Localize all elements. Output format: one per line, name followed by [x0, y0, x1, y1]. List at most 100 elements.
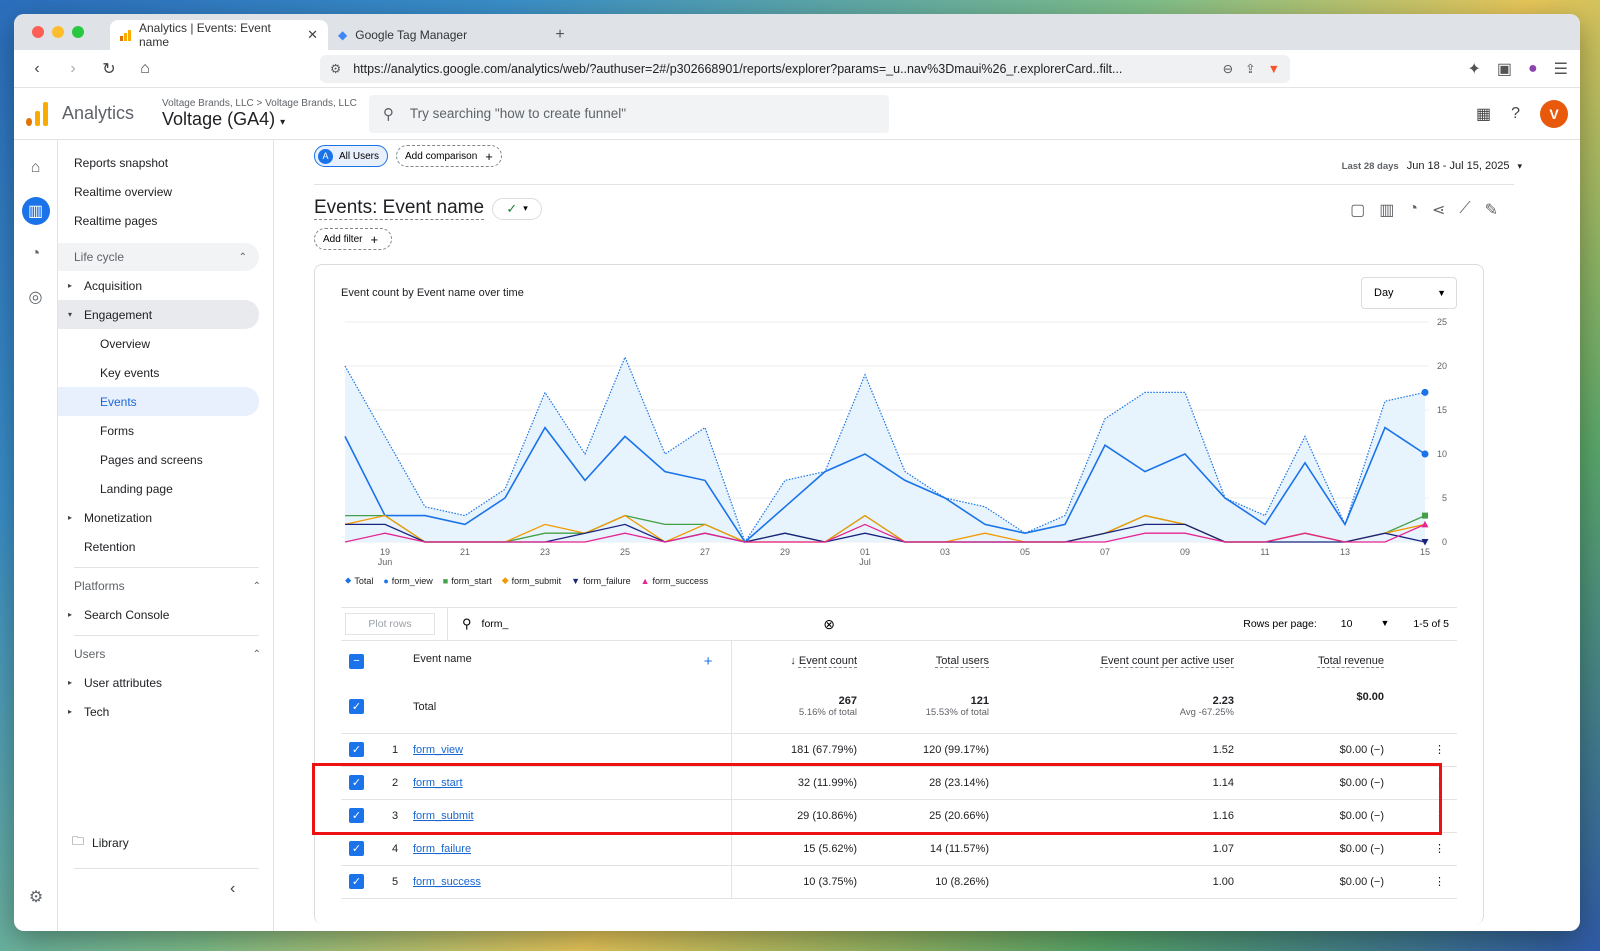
legend-total[interactable]: ⬥ Total: [345, 575, 374, 586]
legend-form-start[interactable]: ■ form_start: [442, 575, 492, 586]
property-selector[interactable]: Voltage Brands, LLC > Voltage Brands, LL…: [162, 98, 357, 130]
new-tab-button[interactable]: +: [555, 26, 565, 43]
nav-search-console[interactable]: ▸ Search Console: [58, 600, 273, 629]
close-tab-icon[interactable]: ✕: [307, 27, 318, 42]
nav-forms[interactable]: Forms: [100, 423, 134, 438]
advertising-icon[interactable]: ◎: [28, 289, 43, 306]
row-checkbox[interactable]: ✓: [349, 742, 364, 757]
plot-rows-button[interactable]: Plot rows: [345, 613, 435, 635]
url-field[interactable]: ⚙ https://analytics.google.com/analytics…: [320, 54, 1290, 83]
search-input[interactable]: ⚲ Try searching "how to create funnel": [368, 94, 889, 133]
table-search-input[interactable]: ⚲ form_ ⊗: [447, 607, 847, 641]
home-icon[interactable]: ⌂: [30, 159, 41, 176]
help-icon[interactable]: ?: [1511, 104, 1520, 122]
reload-icon[interactable]: ↻: [102, 60, 116, 78]
section-platforms[interactable]: Platforms ⌃: [58, 572, 273, 600]
nav-user-attributes[interactable]: ▸ User attributes: [58, 668, 273, 697]
status-badge[interactable]: ✓ ▾: [492, 197, 543, 220]
nav-library[interactable]: 🗀 Library: [62, 828, 129, 857]
extensions-icon[interactable]: ✦: [1467, 60, 1481, 78]
maximize-window-button[interactable]: [72, 26, 84, 38]
nav-landing-page[interactable]: Landing page: [100, 481, 173, 496]
nav-acquisition[interactable]: ▸ Acquisition: [58, 271, 273, 300]
legend-form-view[interactable]: ● form_view: [383, 575, 433, 586]
row-menu-icon[interactable]: ⋮: [1434, 810, 1445, 822]
avatar[interactable]: V: [1540, 99, 1568, 128]
nav-realtime-pages[interactable]: Realtime pages: [74, 213, 158, 228]
trend-icon[interactable]: ⟋: [1459, 200, 1471, 217]
date-range-picker[interactable]: Last 28 days Jun 18 - Jul 15, 2025 ▾: [1342, 160, 1522, 172]
forward-icon[interactable]: ›: [70, 59, 76, 77]
column-header-event-name[interactable]: Event name: [413, 652, 472, 665]
explore-icon[interactable]: ◔: [30, 245, 41, 262]
close-window-button[interactable]: [32, 26, 44, 38]
row-menu-icon[interactable]: ⋮: [1434, 876, 1445, 888]
nav-retention[interactable]: Retention: [58, 532, 273, 561]
all-users-chip[interactable]: A All Users: [314, 145, 389, 167]
section-lifecycle[interactable]: Life cycle ⌃: [58, 243, 259, 271]
add-dimension-plus-icon[interactable]: +: [703, 652, 713, 670]
reports-icon[interactable]: ▥: [21, 197, 50, 225]
event-name-link[interactable]: form_submit: [413, 809, 474, 822]
clear-icon[interactable]: ⊗: [823, 615, 835, 632]
nav-events[interactable]: Events: [58, 387, 259, 416]
add-filter-button[interactable]: Add filter +: [314, 228, 392, 250]
page-title[interactable]: Events: Event name: [314, 197, 485, 220]
zoom-icon[interactable]: ⊖: [1222, 62, 1234, 76]
nav-tech[interactable]: ▸ Tech: [58, 697, 273, 726]
event-name-link[interactable]: form_failure: [413, 842, 472, 855]
nav-realtime-overview[interactable]: Realtime overview: [74, 184, 173, 199]
back-icon[interactable]: ‹: [34, 59, 40, 77]
nav-monetization[interactable]: ▸ Monetization: [58, 503, 273, 532]
comment-icon[interactable]: ▢: [1350, 202, 1366, 219]
row-checkbox[interactable]: ✓: [349, 874, 364, 889]
share-icon[interactable]: ⇪: [1245, 62, 1256, 76]
site-settings-icon[interactable]: ⚙: [330, 62, 342, 76]
legend-form-success[interactable]: ▲ form_success: [640, 575, 709, 586]
insights-icon[interactable]: ◔: [1408, 200, 1418, 217]
profile-icon[interactable]: ●: [1527, 59, 1538, 77]
edit-pencil-icon[interactable]: ✎: [1484, 202, 1498, 219]
nav-engagement[interactable]: ▾ Engagement: [58, 300, 259, 329]
section-users[interactable]: Users ⌃: [58, 640, 273, 668]
legend-form-submit[interactable]: ◆ form_submit: [501, 575, 562, 586]
column-header-total-revenue[interactable]: Total revenue: [1317, 655, 1384, 667]
apps-grid-icon[interactable]: ▦: [1475, 105, 1492, 123]
row-checkbox[interactable]: ✓: [349, 841, 364, 856]
row-checkbox[interactable]: ✓: [349, 699, 364, 715]
row-menu-icon[interactable]: ⋮: [1434, 843, 1445, 855]
legend-form-failure[interactable]: ▼ form_failure: [571, 575, 631, 586]
share-icon[interactable]: ⋖: [1431, 202, 1446, 219]
row-menu-icon[interactable]: ⋮: [1434, 777, 1445, 789]
collapse-sidebar-icon[interactable]: ‹: [230, 880, 236, 897]
select-all-checkbox[interactable]: −: [349, 653, 364, 669]
nav-reports-snapshot[interactable]: Reports snapshot: [74, 155, 169, 170]
rows-per-page-select[interactable]: 10 ▼: [1340, 618, 1390, 630]
row-checkbox[interactable]: ✓: [349, 775, 364, 790]
home-icon[interactable]: ⌂: [140, 59, 150, 77]
column-header-total-users[interactable]: Total users: [935, 655, 989, 667]
compare-icon[interactable]: ▥: [1379, 202, 1395, 219]
event-name-link[interactable]: form_view: [413, 743, 464, 756]
menu-icon[interactable]: ☰: [1553, 60, 1568, 78]
granularity-select[interactable]: Day ▼: [1361, 277, 1457, 309]
column-header-per-user[interactable]: Event count per active user: [1100, 655, 1234, 667]
nav-key-events[interactable]: Key events: [100, 365, 160, 380]
nav-pages-and-screens[interactable]: Pages and screens: [100, 452, 203, 467]
column-header-event-count[interactable]: Event count: [798, 655, 857, 667]
event-name-link[interactable]: form_start: [413, 776, 463, 789]
row-checkbox[interactable]: ✓: [349, 808, 364, 823]
dropdown-icon: ▼: [1380, 618, 1390, 628]
settings-gear-icon[interactable]: ⚙: [28, 889, 44, 906]
tab-gtm[interactable]: ◆ Google Tag Manager: [328, 20, 546, 50]
nav-label: User attributes: [84, 675, 163, 690]
row-menu-icon[interactable]: ⋮: [1434, 744, 1445, 756]
add-comparison-button[interactable]: Add comparison +: [396, 145, 502, 167]
tab-analytics[interactable]: Analytics | Events: Event name ✕: [110, 20, 328, 50]
nav-engagement-overview[interactable]: Overview: [100, 336, 151, 351]
sidebar-icon[interactable]: ▣: [1496, 60, 1512, 78]
analytics-logo-icon[interactable]: [26, 101, 48, 126]
event-name-link[interactable]: form_success: [413, 875, 481, 888]
brave-shield-icon[interactable]: ▼: [1267, 61, 1280, 76]
minimize-window-button[interactable]: [52, 26, 64, 38]
